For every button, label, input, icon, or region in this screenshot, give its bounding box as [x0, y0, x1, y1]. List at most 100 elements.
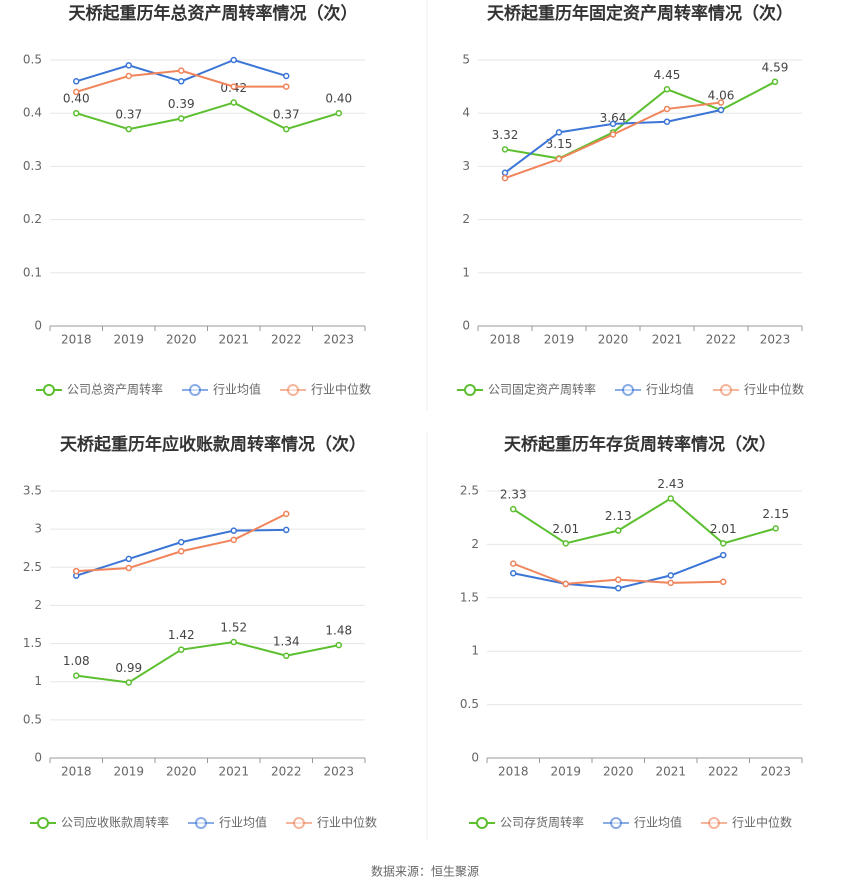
x-tick-label: 2019	[113, 765, 144, 779]
data-label: 2.01	[710, 522, 737, 536]
x-tick-label: 2022	[271, 333, 302, 347]
y-tick-label: 1	[34, 674, 42, 688]
y-tick-label: 0	[34, 751, 42, 765]
point	[178, 548, 185, 555]
point	[501, 174, 509, 182]
point	[283, 652, 290, 660]
point	[125, 62, 132, 69]
data-label: 0.37	[273, 108, 300, 122]
y-tick-label: 0	[34, 319, 42, 333]
legend-label: 公司固定资产周转率	[488, 382, 596, 397]
legend-marker	[610, 817, 622, 829]
legend-marker	[189, 384, 201, 396]
point	[717, 106, 725, 114]
x-tick-label: 2019	[550, 765, 581, 779]
point	[230, 99, 237, 106]
point	[178, 115, 185, 122]
point	[178, 538, 185, 546]
x-tick-label: 2021	[218, 765, 249, 779]
x-tick-label: 2021	[652, 333, 683, 347]
point	[720, 540, 727, 547]
legend-marker	[195, 817, 207, 829]
point	[73, 109, 80, 117]
point	[178, 646, 185, 653]
data-label: 0.99	[115, 661, 142, 675]
x-tick-label: 2019	[544, 333, 575, 347]
point	[73, 78, 80, 85]
point	[230, 527, 237, 534]
data-label: 1.08	[63, 654, 90, 668]
point	[178, 78, 185, 85]
point	[720, 551, 727, 559]
x-tick-label: 2023	[323, 333, 354, 347]
data-label: 2.15	[762, 507, 789, 521]
point	[562, 540, 569, 547]
y-tick-label: 1	[471, 644, 479, 658]
y-tick-label: 0.5	[460, 697, 479, 711]
point	[667, 579, 674, 587]
point	[667, 572, 674, 579]
x-tick-label: 2020	[166, 765, 197, 779]
point	[283, 510, 290, 518]
legend-marker	[476, 817, 488, 829]
data-label: 1.48	[325, 624, 352, 638]
y-tick-label: 0.3	[23, 159, 42, 173]
point	[510, 569, 517, 577]
data-label: 3.64	[600, 111, 627, 125]
point	[125, 679, 132, 686]
y-tick-label: 1.5	[460, 590, 479, 604]
y-tick-label: 0.5	[23, 53, 42, 67]
legend-marker	[293, 817, 305, 829]
data-label: 2.01	[552, 522, 579, 536]
series-line	[512, 497, 777, 545]
x-tick-label: 2019	[113, 333, 144, 347]
point	[615, 584, 622, 592]
x-tick-label: 2023	[760, 333, 791, 347]
point	[230, 638, 237, 646]
point	[615, 576, 622, 583]
point	[283, 526, 290, 534]
y-tick-label: 0	[462, 319, 470, 333]
point	[178, 67, 185, 74]
chart-title: 天桥起重历年总资产周转率情况（次）	[69, 3, 358, 24]
y-tick-label: 0.2	[23, 212, 42, 226]
chart-title: 天桥起重历年固定资产周转率情况（次）	[487, 3, 793, 24]
legend-label: 公司存货周转率	[500, 815, 584, 830]
legend-label: 行业均值	[634, 815, 682, 830]
x-tick-label: 2018	[498, 765, 529, 779]
y-tick-label: 3.5	[23, 484, 42, 498]
x-tick-label: 2021	[218, 333, 249, 347]
legend-label: 行业中位数	[732, 815, 792, 830]
point	[667, 495, 674, 502]
y-tick-label: 0.1	[23, 265, 42, 279]
y-tick-label: 3	[34, 522, 42, 536]
data-label: 2.43	[657, 477, 684, 491]
point	[125, 555, 132, 563]
point	[125, 564, 132, 572]
point	[609, 131, 617, 138]
y-tick-label: 2	[462, 212, 470, 226]
x-tick-label: 2021	[655, 765, 686, 779]
point	[125, 125, 132, 133]
data-label: 0.37	[115, 108, 142, 122]
x-tick-label: 2020	[598, 333, 629, 347]
data-label: 0.39	[168, 97, 195, 111]
x-tick-label: 2018	[61, 333, 92, 347]
point	[663, 105, 671, 113]
point	[510, 560, 517, 567]
data-label: 4.59	[762, 60, 789, 74]
legend-marker	[708, 817, 720, 829]
point	[230, 56, 237, 64]
data-label: 2.33	[500, 488, 527, 502]
data-label: 0.40	[63, 92, 90, 106]
point	[663, 86, 671, 93]
point	[73, 567, 80, 575]
point	[283, 125, 290, 133]
x-tick-label: 2018	[61, 765, 92, 779]
legend-marker	[720, 384, 732, 396]
legend-label: 行业中位数	[744, 382, 804, 397]
data-label: 4.45	[654, 68, 681, 82]
point	[501, 169, 509, 177]
x-tick-label: 2022	[271, 765, 302, 779]
data-label: 1.42	[168, 628, 195, 642]
